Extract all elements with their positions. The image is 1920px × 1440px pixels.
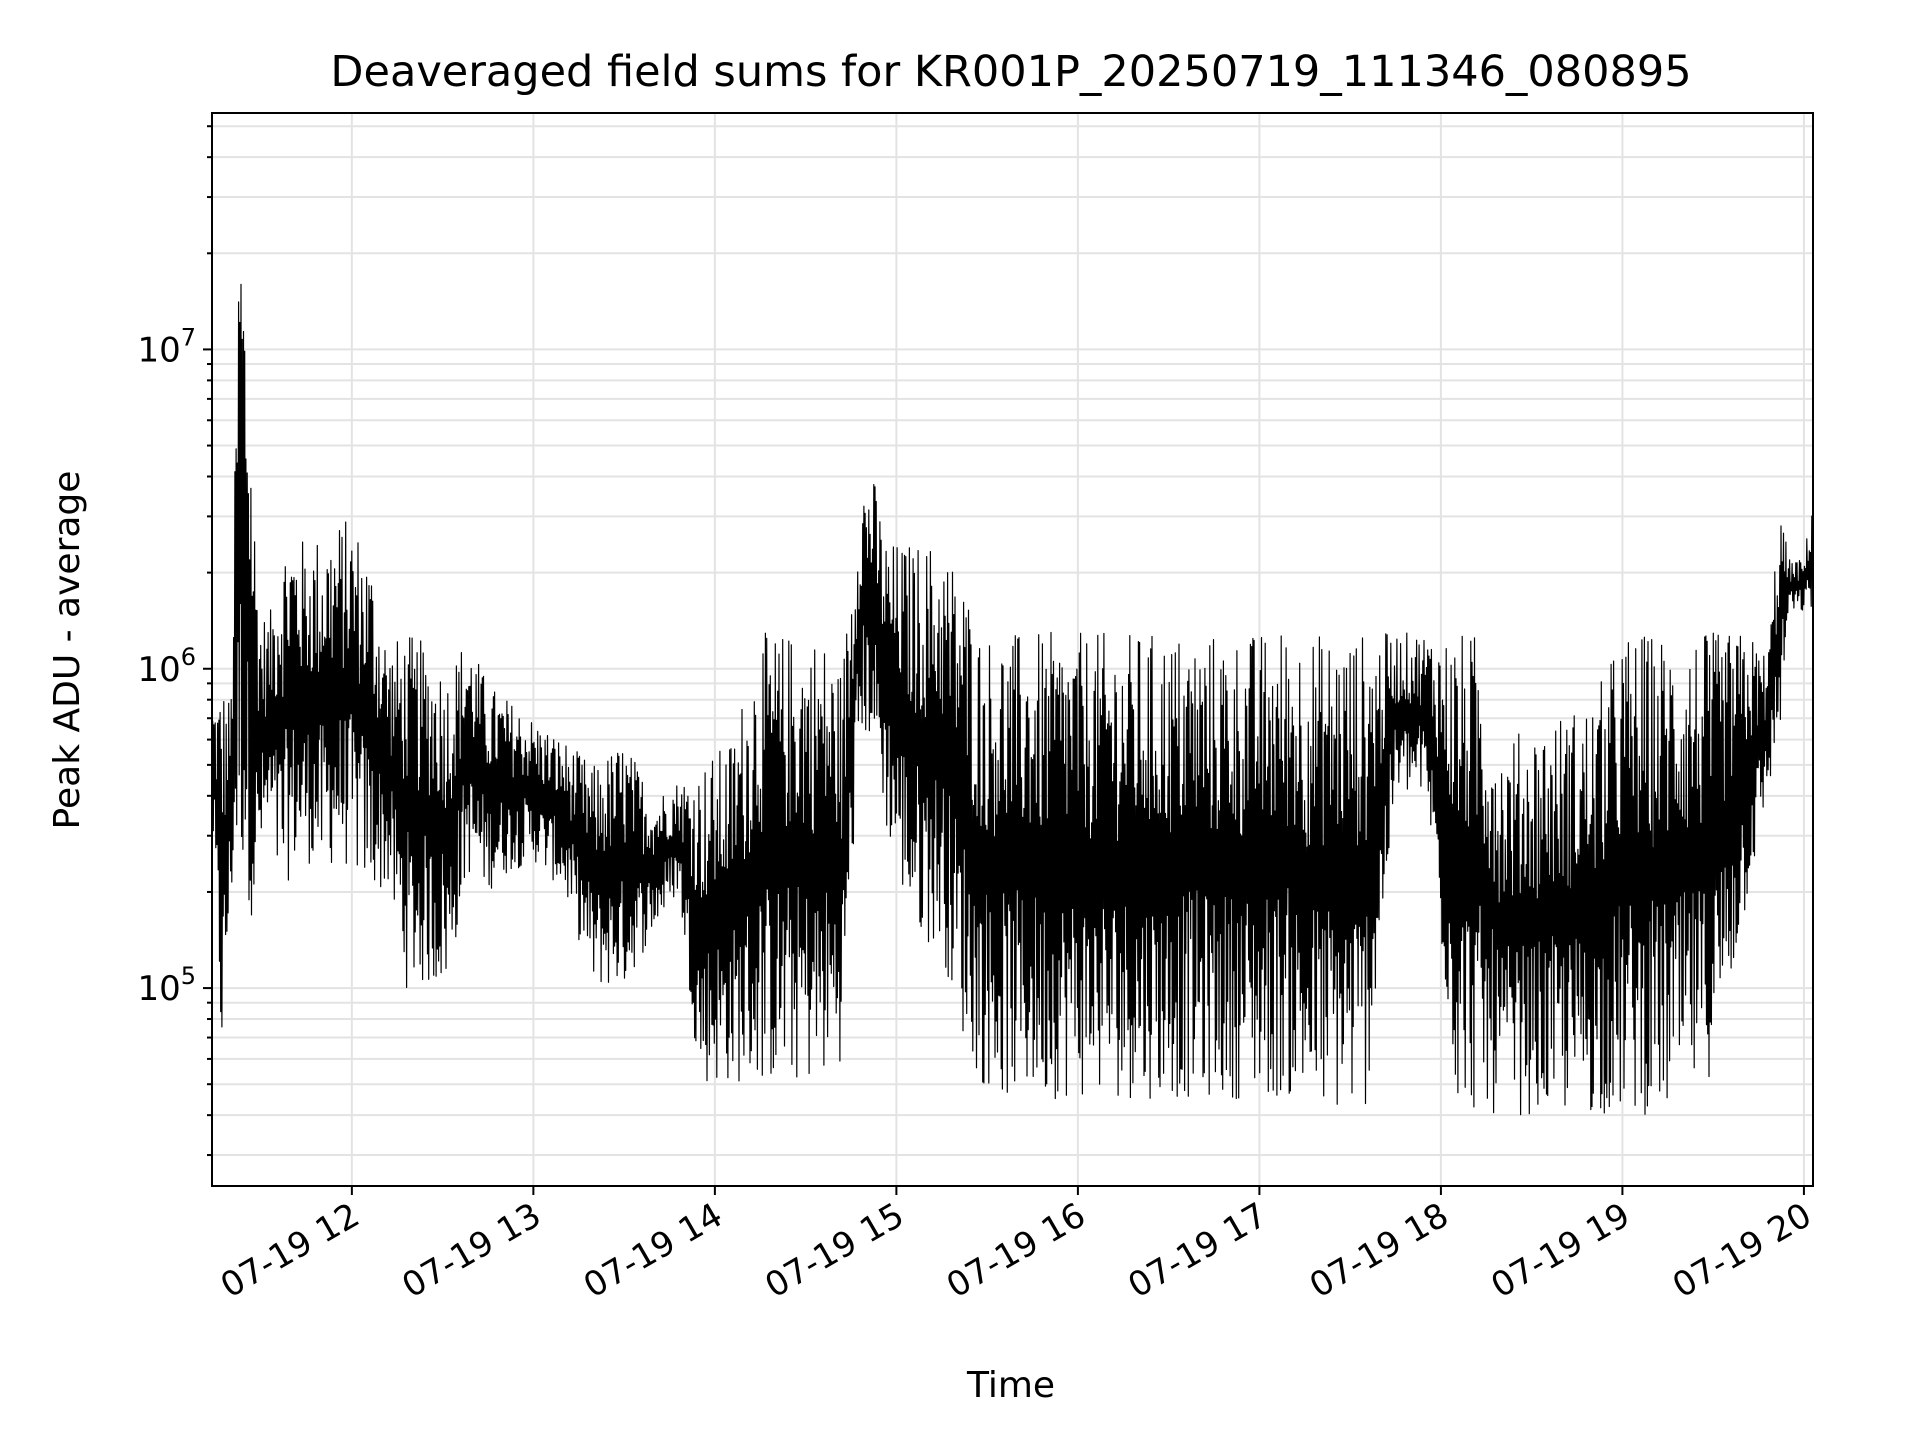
x-tick-label: 07-19 13	[395, 1195, 547, 1306]
x-axis-label: Time	[966, 1365, 1055, 1406]
x-tick-label: 07-19 14	[577, 1195, 729, 1306]
x-tick-label: 07-19 17	[1122, 1195, 1274, 1306]
x-tick-label: 07-19 18	[1303, 1195, 1455, 1306]
x-tick-label: 07-19 15	[758, 1195, 910, 1306]
x-tick-label: 07-19 16	[940, 1195, 1092, 1306]
x-tick-label: 07-19 19	[1485, 1195, 1637, 1306]
data-layer	[212, 283, 1814, 1116]
x-tick-label: 07-19 12	[214, 1195, 366, 1306]
y-tick-label: 107	[137, 323, 196, 370]
chart-title: Deaveraged field sums for KR001P_2025071…	[330, 47, 1691, 97]
x-tick-label: 07-19 20	[1666, 1195, 1818, 1306]
y-tick-label: 106	[137, 643, 196, 690]
y-tick-label: 105	[137, 962, 196, 1009]
plot-frame	[211, 112, 1814, 1187]
series-line	[212, 283, 1814, 1116]
y-axis-label: Peak ADU - average	[47, 471, 88, 830]
